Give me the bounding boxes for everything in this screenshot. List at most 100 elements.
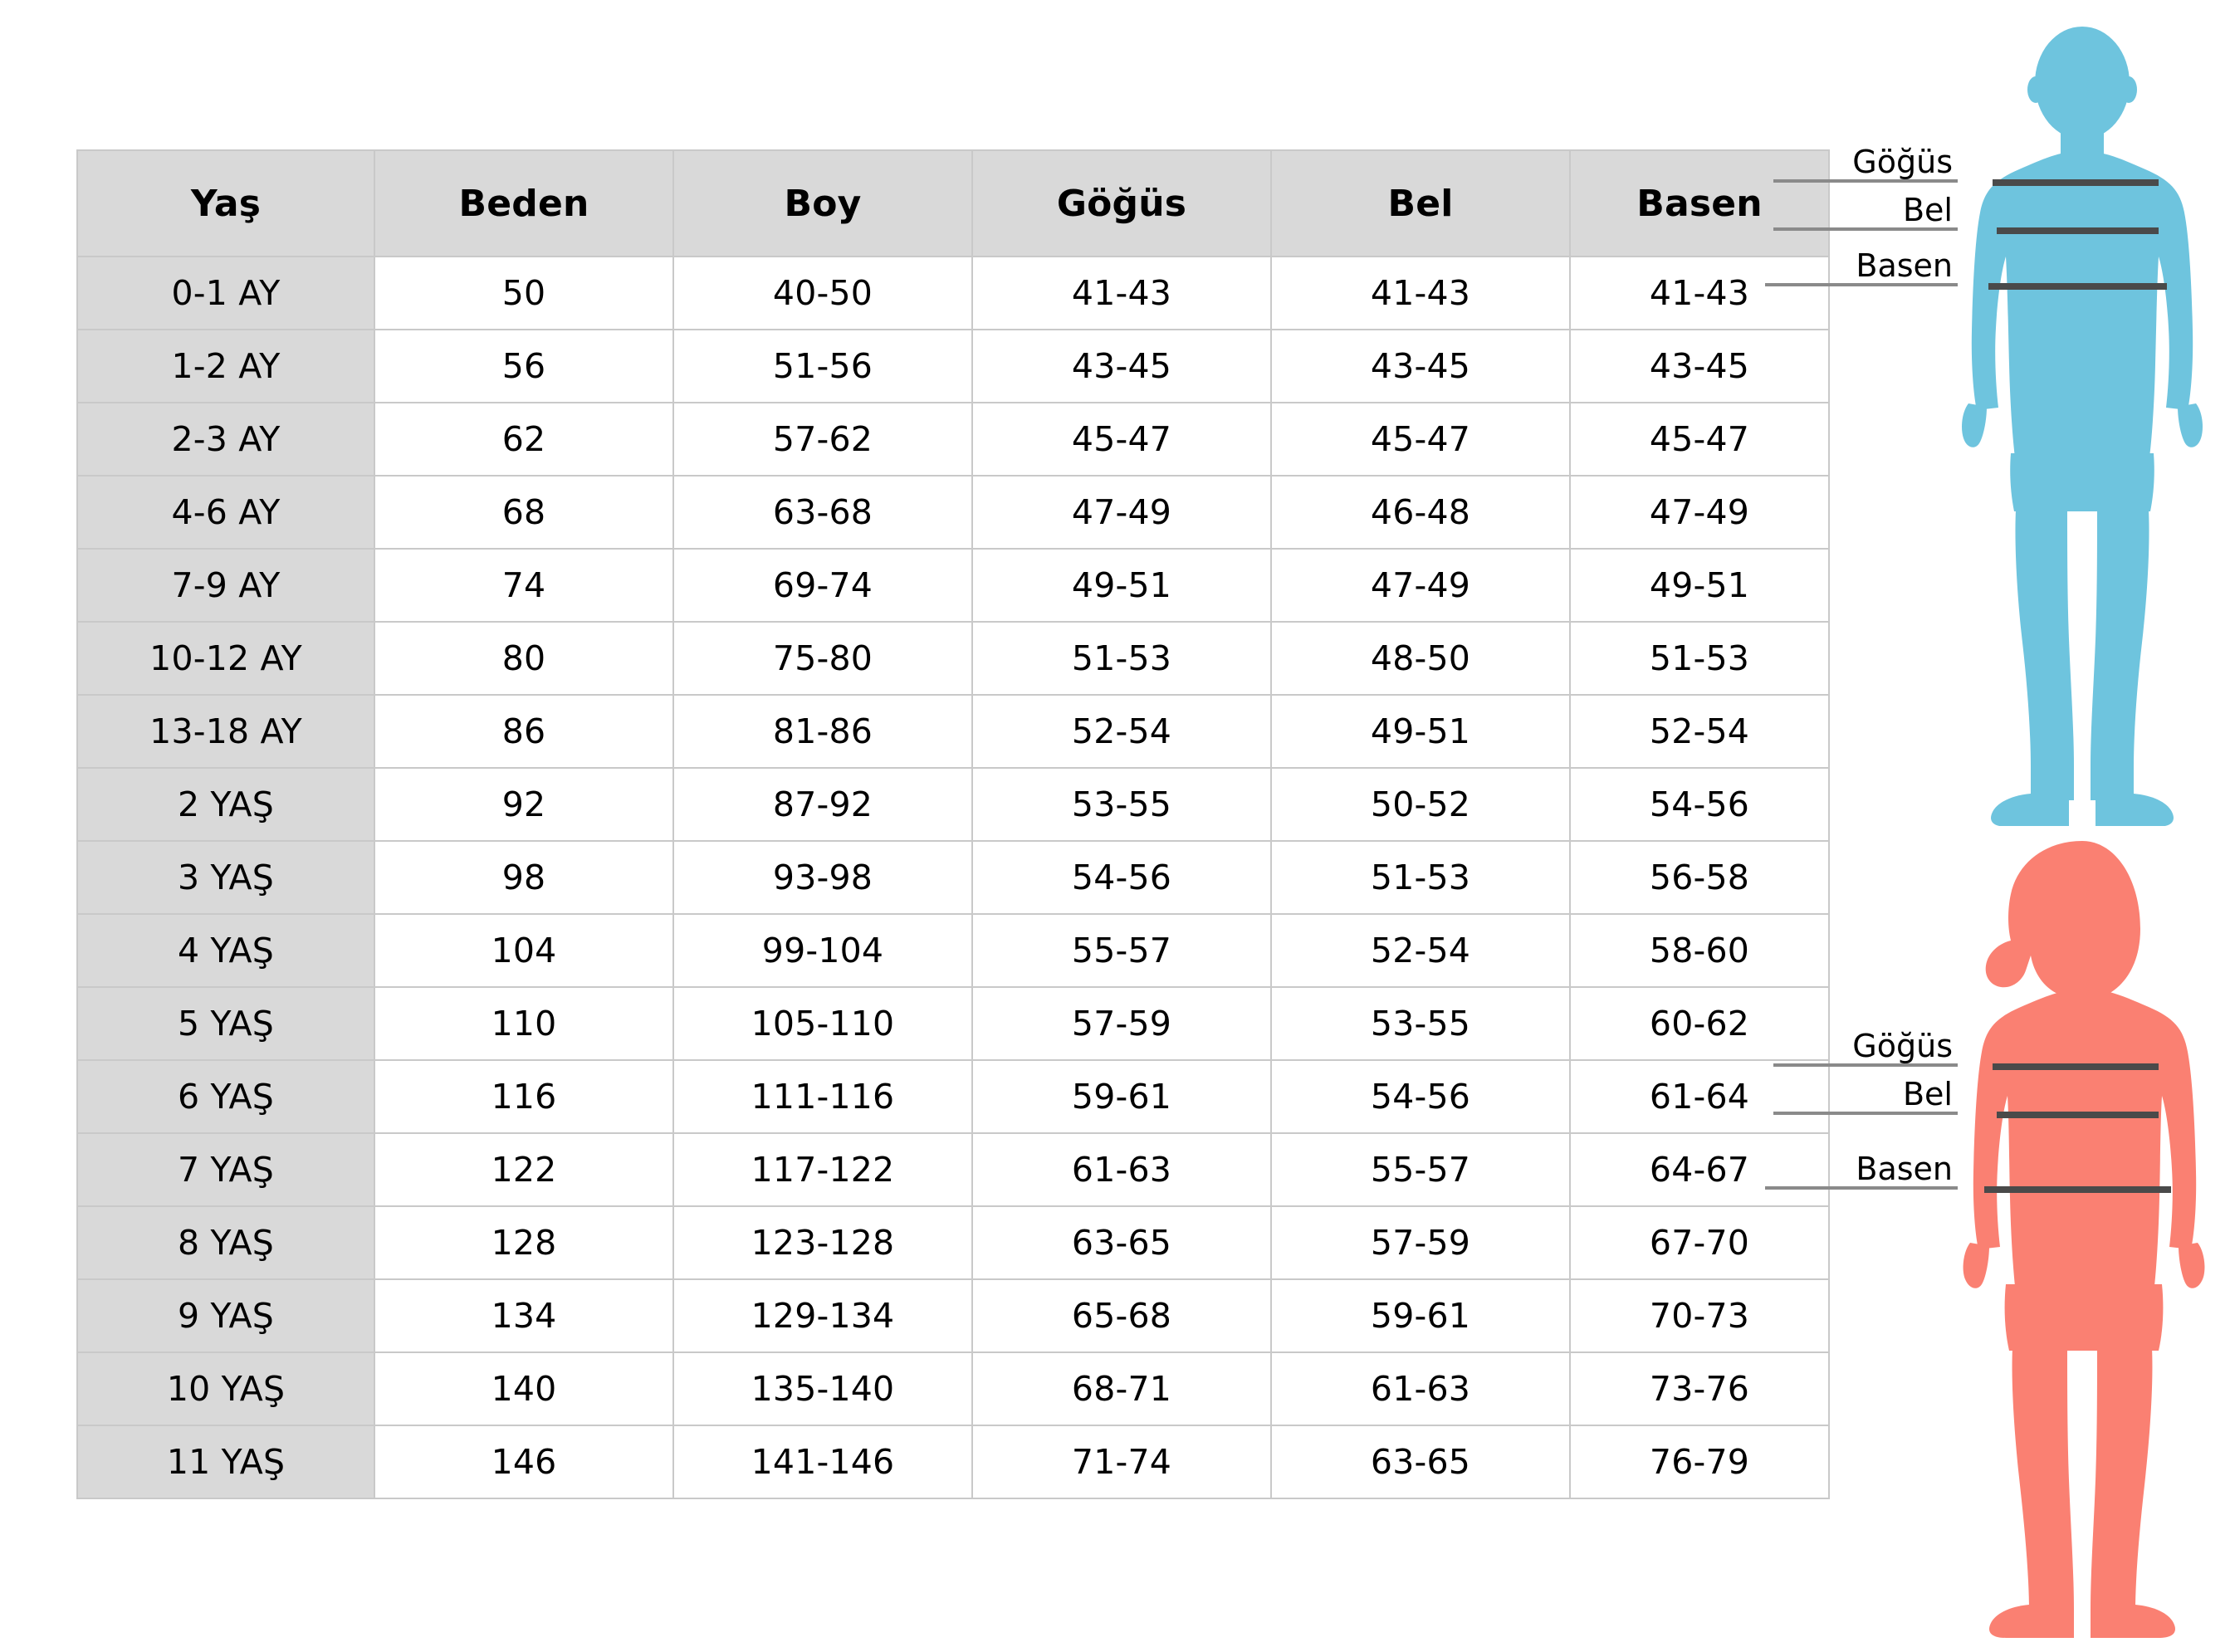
cell-waist: 54-56 xyxy=(1270,1059,1571,1134)
cell-chest: 53-55 xyxy=(971,767,1272,842)
cell-hip: 67-70 xyxy=(1569,1205,1830,1280)
girl-waist-band xyxy=(1997,1112,2159,1118)
column-header-age: Yaş xyxy=(76,149,375,257)
girl-chest-band xyxy=(1993,1063,2159,1070)
table-row: 6 YAŞ 116 111-116 59-61 54-56 61-64 xyxy=(76,1059,1830,1134)
cell-hip: 52-54 xyxy=(1569,694,1830,769)
cell-age: 10 YAŞ xyxy=(76,1351,375,1426)
cell-height: 135-140 xyxy=(672,1351,973,1426)
table-row: 7-9 AY 74 69-74 49-51 47-49 49-51 xyxy=(76,548,1830,623)
cell-height: 105-110 xyxy=(672,986,973,1061)
cell-size: 104 xyxy=(374,913,674,988)
cell-chest: 61-63 xyxy=(971,1132,1272,1207)
table-row: 4 YAŞ 104 99-104 55-57 52-54 58-60 xyxy=(76,913,1830,988)
cell-waist: 41-43 xyxy=(1270,256,1571,330)
cell-chest: 51-53 xyxy=(971,621,1272,696)
cell-waist: 63-65 xyxy=(1270,1425,1571,1499)
cell-height: 123-128 xyxy=(672,1205,973,1280)
table-row: 9 YAŞ 134 129-134 65-68 59-61 70-73 xyxy=(76,1278,1830,1353)
cell-age: 0-1 AY xyxy=(76,256,375,330)
cell-age: 8 YAŞ xyxy=(76,1205,375,1280)
table-row: 8 YAŞ 128 123-128 63-65 57-59 67-70 xyxy=(76,1205,1830,1280)
cell-age: 9 YAŞ xyxy=(76,1278,375,1353)
cell-height: 57-62 xyxy=(672,402,973,477)
cell-age: 4-6 AY xyxy=(76,475,375,550)
size-chart-table: Yaş Beden Boy Göğüs Bel Basen 0-1 AY 50 40… xyxy=(76,149,1830,1499)
cell-height: 141-146 xyxy=(672,1425,973,1499)
cell-size: 56 xyxy=(374,329,674,403)
cell-waist: 55-57 xyxy=(1270,1132,1571,1207)
cell-waist: 48-50 xyxy=(1270,621,1571,696)
boy-waist-band xyxy=(1997,227,2159,234)
column-header-hip: Basen xyxy=(1569,149,1830,257)
cell-size: 80 xyxy=(374,621,674,696)
cell-height: 40-50 xyxy=(672,256,973,330)
cell-age: 2-3 AY xyxy=(76,402,375,477)
cell-waist: 43-45 xyxy=(1270,329,1571,403)
cell-waist: 57-59 xyxy=(1270,1205,1571,1280)
cell-size: 134 xyxy=(374,1278,674,1353)
cell-height: 81-86 xyxy=(672,694,973,769)
cell-age: 4 YAŞ xyxy=(76,913,375,988)
cell-height: 75-80 xyxy=(672,621,973,696)
size-chart-table-container: Yaş Beden Boy Göğüs Bel Basen 0-1 AY 50 40… xyxy=(76,149,1830,1499)
table-row: 1-2 AY 56 51-56 43-45 43-45 43-45 xyxy=(76,329,1830,403)
cell-age: 13-18 AY xyxy=(76,694,375,769)
table-row: 10 YAŞ 140 135-140 68-71 61-63 73-76 xyxy=(76,1351,1830,1426)
cell-hip: 41-43 xyxy=(1569,256,1830,330)
cell-size: 110 xyxy=(374,986,674,1061)
cell-size: 86 xyxy=(374,694,674,769)
cell-height: 99-104 xyxy=(672,913,973,988)
cell-size: 50 xyxy=(374,256,674,330)
cell-age: 7 YAŞ xyxy=(76,1132,375,1207)
cell-chest: 47-49 xyxy=(971,475,1272,550)
cell-age: 10-12 AY xyxy=(76,621,375,696)
cell-age: 6 YAŞ xyxy=(76,1059,375,1134)
boy-silhouette-icon xyxy=(1962,27,2203,826)
cell-hip: 58-60 xyxy=(1569,913,1830,988)
cell-hip: 64-67 xyxy=(1569,1132,1830,1207)
girl-hip-band xyxy=(1984,1186,2171,1193)
cell-waist: 46-48 xyxy=(1270,475,1571,550)
cell-size: 128 xyxy=(374,1205,674,1280)
cell-hip: 47-49 xyxy=(1569,475,1830,550)
cell-size: 122 xyxy=(374,1132,674,1207)
cell-hip: 51-53 xyxy=(1569,621,1830,696)
cell-chest: 55-57 xyxy=(971,913,1272,988)
cell-age: 7-9 AY xyxy=(76,548,375,623)
boy-figure-block: Göğüs Bel Basen xyxy=(1765,25,2230,826)
cell-chest: 65-68 xyxy=(971,1278,1272,1353)
cell-height: 117-122 xyxy=(672,1132,973,1207)
cell-waist: 51-53 xyxy=(1270,840,1571,915)
cell-hip: 70-73 xyxy=(1569,1278,1830,1353)
cell-hip: 56-58 xyxy=(1569,840,1830,915)
column-header-chest: Göğüs xyxy=(971,149,1272,257)
cell-chest: 49-51 xyxy=(971,548,1272,623)
table-row: 3 YAŞ 98 93-98 54-56 51-53 56-58 xyxy=(76,840,1830,915)
column-header-height: Boy xyxy=(672,149,973,257)
cell-age: 1-2 AY xyxy=(76,329,375,403)
cell-waist: 45-47 xyxy=(1270,402,1571,477)
cell-hip: 43-45 xyxy=(1569,329,1830,403)
cell-waist: 50-52 xyxy=(1270,767,1571,842)
table-row: 4-6 AY 68 63-68 47-49 46-48 47-49 xyxy=(76,475,1830,550)
cell-chest: 63-65 xyxy=(971,1205,1272,1280)
cell-waist: 53-55 xyxy=(1270,986,1571,1061)
cell-chest: 54-56 xyxy=(971,840,1272,915)
cell-age: 2 YAŞ xyxy=(76,767,375,842)
cell-height: 111-116 xyxy=(672,1059,973,1134)
cell-size: 146 xyxy=(374,1425,674,1499)
table-row: 7 YAŞ 122 117-122 61-63 55-57 64-67 xyxy=(76,1132,1830,1207)
cell-size: 98 xyxy=(374,840,674,915)
table-row: 5 YAŞ 110 105-110 57-59 53-55 60-62 xyxy=(76,986,1830,1061)
cell-age: 11 YAŞ xyxy=(76,1425,375,1499)
cell-hip: 49-51 xyxy=(1569,548,1830,623)
cell-waist: 47-49 xyxy=(1270,548,1571,623)
cell-waist: 52-54 xyxy=(1270,913,1571,988)
cell-chest: 45-47 xyxy=(971,402,1272,477)
table-row: 0-1 AY 50 40-50 41-43 41-43 41-43 xyxy=(76,256,1830,330)
boy-chest-band xyxy=(1993,179,2159,186)
cell-chest: 52-54 xyxy=(971,694,1272,769)
cell-hip: 60-62 xyxy=(1569,986,1830,1061)
cell-chest: 68-71 xyxy=(971,1351,1272,1426)
